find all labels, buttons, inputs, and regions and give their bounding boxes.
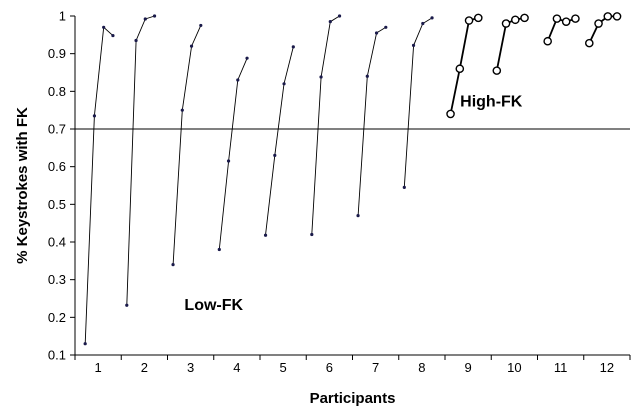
series-line-p3: [172, 25, 202, 265]
x-tick-label-0: 1: [95, 360, 102, 375]
y-tick-label-2: 0.3: [48, 272, 66, 287]
data-point-p12-0: [585, 38, 594, 48]
series-line-p5: [265, 46, 294, 236]
data-point-p4-2: [236, 78, 240, 82]
data-point-p1-3: [111, 33, 115, 38]
group-annotation-0: Low-FK: [184, 297, 243, 314]
data-point-p7-1: [365, 74, 369, 78]
y-tick-label-5: 0.6: [48, 159, 66, 174]
x-tick-label-3: 4: [233, 360, 240, 375]
series-line-p6: [311, 15, 340, 235]
series-line-p12: [588, 15, 617, 44]
data-point-p8-3: [430, 16, 434, 20]
x-tick-label-7: 8: [418, 360, 425, 375]
x-tick-label-6: 7: [372, 360, 379, 375]
data-point-p6-2: [328, 20, 332, 24]
x-tick-label-1: 2: [141, 360, 148, 375]
data-point-p11-0: [543, 36, 552, 46]
data-point-p10-1: [501, 19, 511, 28]
data-point-p6-0: [310, 232, 314, 237]
data-point-p8-1: [411, 43, 416, 47]
data-point-p11-3: [571, 14, 580, 23]
data-point-p9-3: [473, 13, 483, 23]
data-point-p12-2: [603, 12, 613, 21]
x-tick-label-10: 11: [554, 360, 568, 375]
data-point-p11-2: [561, 17, 571, 26]
data-point-p5-3: [291, 45, 295, 49]
y-tick-label-1: 0.2: [48, 310, 66, 325]
data-point-p7-2: [374, 31, 379, 35]
data-point-p8-2: [421, 21, 425, 26]
data-point-p12-3: [612, 12, 622, 21]
data-point-p10-2: [510, 15, 520, 25]
data-point-p1-1: [92, 114, 97, 118]
data-point-p2-0: [125, 303, 129, 307]
series-line-p1: [84, 26, 114, 344]
y-tick-label-8: 0.9: [48, 46, 66, 61]
series-line-p7: [357, 26, 387, 216]
data-point-p12-1: [594, 19, 603, 28]
x-tick-label-5: 6: [326, 360, 333, 375]
data-point-p2-3: [152, 14, 157, 18]
series-line-p4: [218, 58, 248, 250]
series-line-p2: [126, 15, 155, 306]
data-point-p10-0: [492, 66, 502, 75]
data-point-p9-1: [455, 64, 465, 74]
data-point-p3-3: [199, 23, 203, 28]
data-point-p3-0: [171, 263, 175, 267]
data-point-p10-3: [520, 13, 529, 23]
series-line-p10: [495, 17, 525, 71]
data-point-p1-0: [83, 342, 87, 346]
data-point-p3-1: [180, 108, 184, 112]
data-point-p1-2: [102, 25, 106, 29]
y-tick-label-0: 0.1: [48, 348, 66, 363]
x-tick-label-11: 12: [600, 360, 614, 375]
y-tick-label-7: 0.8: [48, 84, 66, 99]
series-line-p8: [403, 17, 433, 188]
data-point-p8-0: [402, 185, 406, 189]
series-group: [83, 12, 622, 346]
x-tick-label-9: 10: [507, 360, 521, 375]
data-point-p7-3: [384, 25, 388, 29]
y-axis-title: % Keystrokes with FK: [14, 107, 31, 264]
data-point-p6-3: [337, 14, 342, 18]
data-point-p4-1: [226, 159, 231, 163]
data-point-p11-1: [552, 14, 562, 23]
y-tick-label-6: 0.7: [48, 122, 66, 137]
y-tick-label-4: 0.5: [48, 197, 66, 212]
x-tick-label-2: 3: [187, 360, 194, 375]
plot-frame-group: [70, 15, 631, 360]
group-annotation-1: High-FK: [460, 93, 523, 110]
x-tick-label-4: 5: [280, 360, 287, 375]
y-tick-label-3: 0.4: [48, 235, 66, 250]
data-point-p3-2: [189, 44, 194, 48]
data-point-p2-1: [134, 38, 138, 43]
data-point-p4-3: [245, 56, 249, 60]
series-line-p11: [546, 17, 576, 42]
series-line-p9: [449, 17, 479, 115]
data-point-p2-2: [143, 17, 147, 21]
labels-group: 0.10.20.30.40.50.60.70.80.911 2 3 4 5 6 7 8 9 10 1…: [48, 9, 614, 376]
data-point-p5-2: [282, 82, 286, 86]
data-point-p5-1: [273, 153, 277, 157]
data-point-p6-1: [319, 75, 323, 79]
data-point-p9-2: [464, 16, 474, 25]
data-point-p5-0: [263, 233, 268, 237]
data-point-p4-0: [217, 247, 221, 252]
data-point-p7-0: [356, 214, 360, 218]
data-point-p9-0: [446, 109, 455, 119]
x-axis-title: Participants: [310, 390, 396, 407]
x-tick-label-8: 9: [465, 360, 472, 375]
y-tick-label-9: 1: [59, 9, 66, 24]
